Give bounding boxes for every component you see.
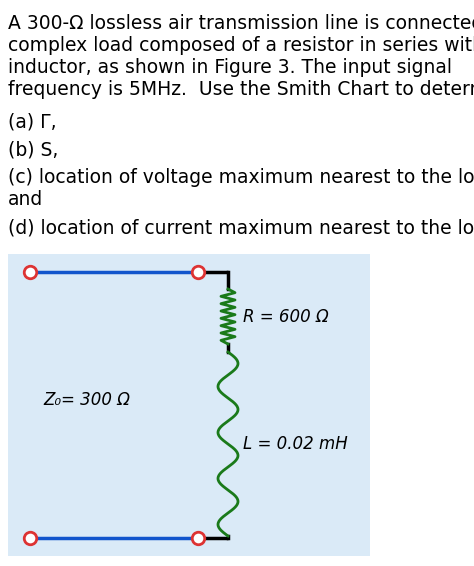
Text: (c) location of voltage maximum nearest to the load,: (c) location of voltage maximum nearest … (8, 168, 474, 187)
Text: (d) location of current maximum nearest to the load.: (d) location of current maximum nearest … (8, 218, 474, 237)
Text: (b) S,: (b) S, (8, 140, 58, 159)
Text: inductor, as shown in Figure 3. The input signal: inductor, as shown in Figure 3. The inpu… (8, 58, 452, 77)
Text: frequency is 5MHz.  Use the Smith Chart to determine:: frequency is 5MHz. Use the Smith Chart t… (8, 80, 474, 99)
Text: L = 0.02 mH: L = 0.02 mH (243, 435, 348, 453)
Text: A 300-Ω lossless air transmission line is connected to a: A 300-Ω lossless air transmission line i… (8, 14, 474, 33)
Text: (a) Γ,: (a) Γ, (8, 112, 56, 131)
Text: complex load composed of a resistor in series with an: complex load composed of a resistor in s… (8, 36, 474, 55)
Text: and: and (8, 190, 43, 209)
Text: Z₀= 300 Ω: Z₀= 300 Ω (43, 391, 130, 409)
FancyBboxPatch shape (8, 254, 370, 556)
Text: R = 600 Ω: R = 600 Ω (243, 307, 329, 325)
